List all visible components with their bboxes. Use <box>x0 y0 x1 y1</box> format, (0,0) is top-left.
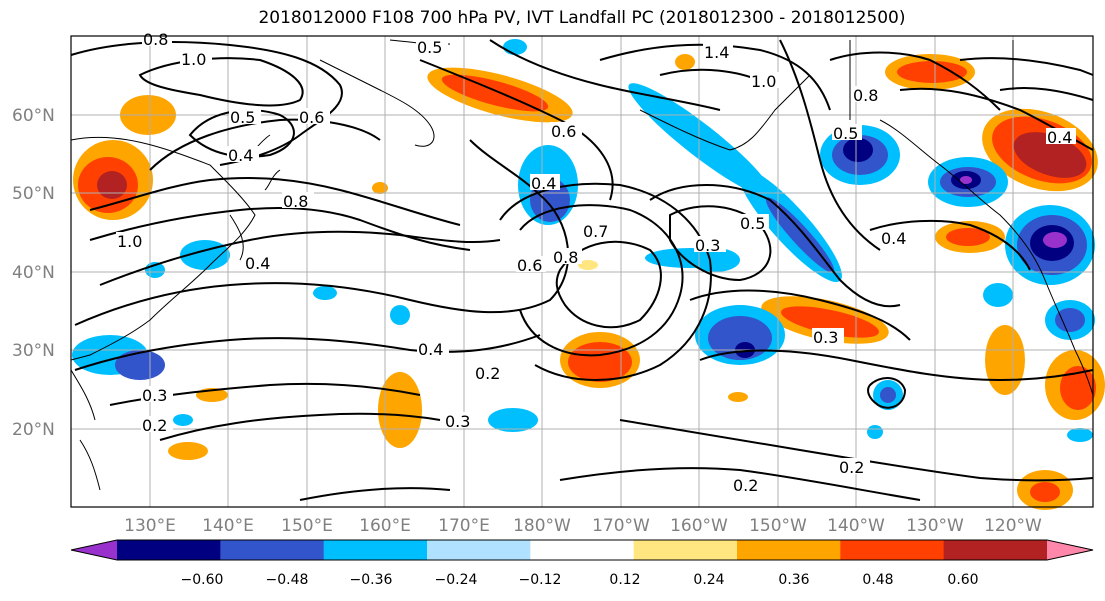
contour-label: 0.6 <box>299 108 324 127</box>
colorbar-tick-label: −0.12 <box>519 572 562 588</box>
contour-label: 0.4 <box>245 254 270 273</box>
contour-label: 0.8 <box>283 192 308 211</box>
pv-contours <box>70 39 1094 501</box>
contour-label: 0.8 <box>853 86 878 105</box>
lon-label: 160°W <box>670 516 728 536</box>
contour-label: 0.5 <box>417 38 442 57</box>
lat-label: 20°N <box>12 420 55 440</box>
contour-label: 0.3 <box>445 412 470 431</box>
contour-label: 0.5 <box>740 214 765 233</box>
colorbar-segment <box>943 540 1048 560</box>
colorbar-extend-max <box>1047 540 1093 560</box>
colorbar-segment <box>633 540 738 560</box>
contour-label: 0.3 <box>142 386 167 405</box>
contour-label: 0.5 <box>230 108 255 127</box>
colorbar-ticks: −0.60 −0.48 −0.36 −0.24 −0.12 0.12 0.24 … <box>181 572 979 588</box>
colorbar-segments <box>71 540 1093 560</box>
lon-label: 150°E <box>281 516 333 536</box>
contour-label: 0.4 <box>1047 128 1072 147</box>
colorbar: −0.60 −0.48 −0.36 −0.24 −0.12 0.12 0.24 … <box>70 539 1094 588</box>
lon-label: 150°W <box>749 516 807 536</box>
contour-label: 0.6 <box>551 122 576 141</box>
colorbar-segment <box>117 540 221 560</box>
contour-label: 1.0 <box>117 232 142 251</box>
contour-label: 0.8 <box>143 30 168 49</box>
lon-label: 120°W <box>984 516 1042 536</box>
lat-label: 60°N <box>12 106 55 126</box>
contour-label: 1.0 <box>181 50 206 69</box>
colorbar-segment <box>840 540 945 560</box>
contour-label: 0.2 <box>839 458 864 477</box>
contour-label: 0.6 <box>517 256 542 275</box>
colorbar-extend-min <box>71 540 117 560</box>
contour-label: 0.2 <box>733 476 758 495</box>
colorbar-tick-label: −0.24 <box>435 572 478 588</box>
colorbar-segment <box>530 540 635 560</box>
contour-label: 1.0 <box>751 72 776 91</box>
colorbar-tick-label: 0.48 <box>862 572 893 588</box>
graticule <box>71 36 1093 507</box>
chart-title: 2018012000 F108 700 hPa PV, IVT Landfall… <box>258 8 906 28</box>
colorbar-segment <box>427 540 531 560</box>
contour-label: 0.8 <box>553 248 578 267</box>
colorbar-segment <box>323 540 428 560</box>
contour-labels: 0.8 1.0 0.5 1.4 0.5 0.6 0.4 0.8 0.6 0.4 … <box>116 30 1076 495</box>
contour-label: 0.4 <box>531 174 556 193</box>
lon-label: 140°W <box>827 516 885 536</box>
colorbar-tick-label: 0.24 <box>693 572 724 588</box>
colorbar-tick-label: 0.12 <box>609 572 640 588</box>
lon-label: 140°E <box>202 516 254 536</box>
contour-label: 0.2 <box>142 416 167 435</box>
contour-label: 0.7 <box>583 222 608 241</box>
contour-label: 0.4 <box>881 229 906 248</box>
contour-label: 0.3 <box>695 236 720 255</box>
contour-label: 0.4 <box>418 340 443 359</box>
contour-label: 0.2 <box>475 364 500 383</box>
contour-label: 1.4 <box>704 43 729 62</box>
colorbar-segment <box>737 540 841 560</box>
map-frame <box>70 35 1094 508</box>
lon-label: 180°W <box>513 516 571 536</box>
colorbar-tick-label: −0.60 <box>181 572 224 588</box>
contour-label: 0.5 <box>833 124 858 143</box>
latitude-labels: 60°N 50°N 40°N 30°N 20°N <box>12 106 55 440</box>
colorbar-tick-label: −0.36 <box>350 572 393 588</box>
lon-label: 160°E <box>359 516 411 536</box>
lon-label: 130°W <box>906 516 964 536</box>
lon-label: 170°E <box>438 516 490 536</box>
lat-label: 40°N <box>12 263 55 283</box>
contour-label: 0.4 <box>228 146 253 165</box>
lat-label: 30°N <box>12 341 55 361</box>
contour-label: 0.3 <box>813 328 838 347</box>
colorbar-segment <box>220 540 325 560</box>
longitude-labels: 130°E 140°E 150°E 160°E 170°E 180°W 170°… <box>124 516 1042 536</box>
colorbar-tick-label: 0.60 <box>947 572 978 588</box>
colorbar-outline <box>70 539 1094 561</box>
lon-label: 130°E <box>124 516 176 536</box>
lon-label: 170°W <box>592 516 650 536</box>
colorbar-tick-label: −0.48 <box>266 572 309 588</box>
colorbar-tick-label: 0.36 <box>778 572 809 588</box>
lat-label: 50°N <box>12 184 55 204</box>
